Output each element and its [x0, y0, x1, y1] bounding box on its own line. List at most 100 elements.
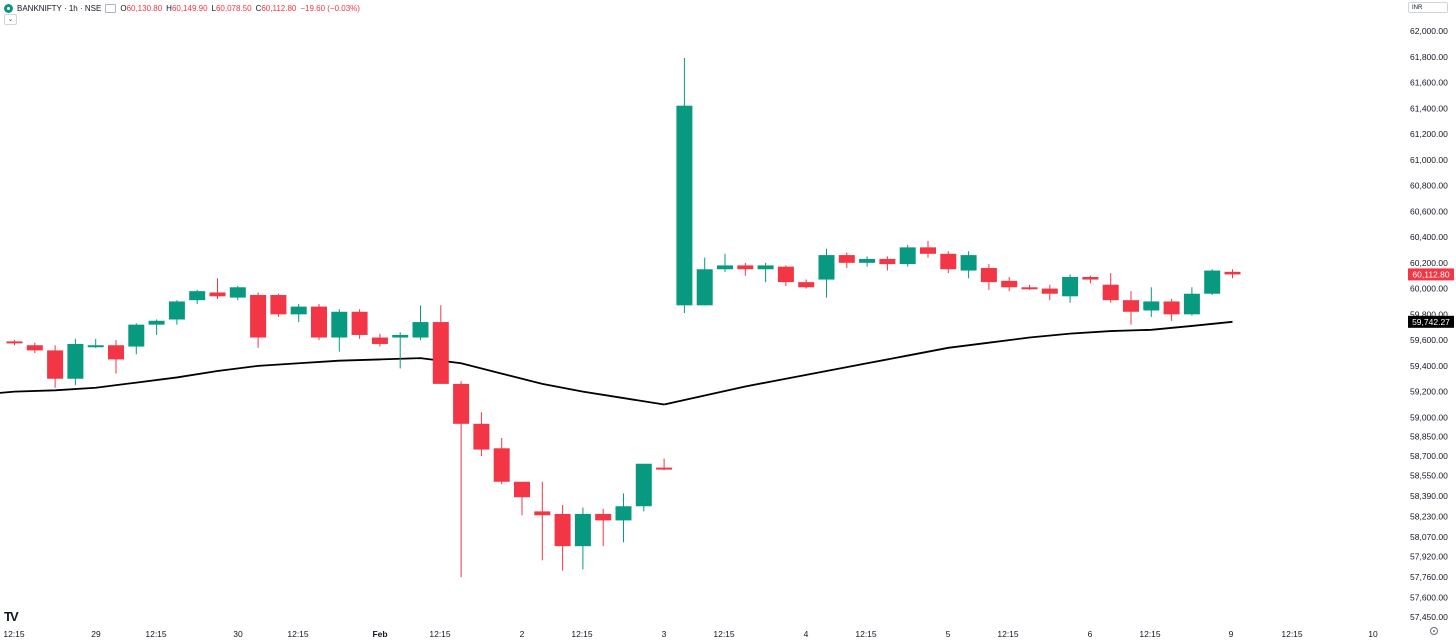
symbol-logo-icon: [4, 3, 13, 13]
time-tick-label: 12:15: [145, 629, 167, 639]
candle: [757, 262, 774, 283]
moving-average-layer: [0, 320, 1233, 406]
chart-style-icon[interactable]: [105, 3, 117, 13]
candle-body: [574, 513, 591, 547]
candle: [574, 507, 591, 570]
symbol-legend: BANKNIFTY · 1h · NSE O 60,130.80 H 60,14…: [4, 2, 360, 14]
price-tick-label: 58,230.00: [1410, 512, 1448, 522]
settings-icon[interactable]: [1430, 627, 1438, 635]
price-tick-label: 61,400.00: [1410, 103, 1448, 113]
candle: [818, 248, 835, 298]
currency-button[interactable]: INR: [1408, 2, 1448, 13]
candle-body: [1062, 276, 1079, 297]
time-tick-label: 9: [1229, 629, 1234, 639]
price-tick-label: 60,800.00: [1410, 181, 1448, 191]
candle: [412, 305, 429, 341]
price-tick-label: 60,000.00: [1410, 284, 1448, 294]
price-tick-label: 57,600.00: [1410, 593, 1448, 603]
candle-body: [534, 511, 551, 516]
price-tick-label: 61,200.00: [1410, 129, 1448, 139]
candle-body: [859, 258, 876, 263]
price-tick-label: 58,070.00: [1410, 532, 1448, 542]
time-tick-label: 12:15: [571, 629, 593, 639]
candle-body: [615, 506, 632, 521]
candle: [67, 338, 84, 386]
time-tick-label: 12:15: [1281, 629, 1303, 639]
candle: [615, 493, 632, 543]
tradingview-logo[interactable]: TV: [4, 609, 19, 624]
time-tick-label: 4: [804, 629, 809, 639]
open-value: 60,130.80: [126, 3, 163, 13]
candle: [899, 244, 916, 267]
candle: [696, 257, 713, 306]
candle-body: [1123, 300, 1139, 312]
candle: [514, 481, 530, 516]
candle-body: [1001, 280, 1018, 288]
candle: [635, 463, 652, 512]
candle: [1163, 298, 1180, 321]
price-tick-label: 59,400.00: [1410, 361, 1448, 371]
change-value: −19.60 (−0.03%): [300, 3, 360, 13]
price-tick-label: 58,550.00: [1410, 470, 1448, 480]
low-label: L: [211, 3, 216, 13]
candle-body: [473, 423, 490, 450]
candle: [1082, 275, 1099, 284]
candle: [859, 256, 876, 267]
collapse-legend-button[interactable]: ⌄: [4, 14, 17, 25]
candle-body: [635, 463, 652, 507]
candle-body: [148, 320, 165, 325]
candle-body: [960, 255, 977, 271]
close-value: 60,112.80: [261, 3, 297, 13]
time-tick-label: 12:15: [997, 629, 1019, 639]
price-tick-label: 59,000.00: [1410, 412, 1448, 422]
candle: [920, 240, 936, 258]
candle: [838, 252, 855, 268]
candle-body: [67, 343, 84, 379]
candles-layer: [6, 58, 1241, 578]
symbol-title[interactable]: BANKNIFTY · 1h · NSE: [17, 3, 102, 13]
candle: [290, 304, 307, 323]
time-tick-label: 12:15: [855, 629, 877, 639]
candle: [554, 504, 571, 571]
candle-body: [554, 513, 571, 547]
candle: [980, 264, 997, 290]
ma-value-label: 59,742.27: [1412, 317, 1450, 327]
price-tick-label: 60,200.00: [1410, 258, 1448, 268]
candle-body: [392, 334, 409, 338]
candle-body: [311, 306, 327, 338]
price-tick-label: 61,600.00: [1410, 78, 1448, 88]
candle-body: [229, 287, 246, 298]
candle: [798, 279, 815, 289]
time-tick-label: 10: [1368, 629, 1378, 639]
candle-body: [717, 265, 733, 270]
candle: [493, 437, 510, 485]
candle: [473, 412, 490, 457]
candle-body: [798, 282, 815, 288]
price-tick-label: 62,000.00: [1410, 26, 1448, 36]
low-value: 60,078.50: [215, 3, 252, 13]
candle: [676, 58, 693, 314]
time-axis[interactable]: 12:15 29 12:15 30 12:15 Feb 12:15 2 12:15 3 12:15 4…: [3, 629, 1378, 639]
price-tick-label: 59,200.00: [1410, 387, 1448, 397]
candle-body: [656, 467, 673, 470]
close-label: C: [255, 3, 262, 13]
price-tick-label: 59,800.00: [1410, 309, 1448, 319]
candle-body: [1163, 301, 1180, 315]
moving-average-line: [0, 390, 15, 394]
candle-body: [595, 513, 612, 521]
candle: [189, 289, 206, 305]
candle: [453, 381, 470, 578]
candle: [1183, 287, 1200, 316]
candle: [270, 293, 287, 317]
high-value: 60,149.90: [171, 3, 208, 13]
candle: [1001, 276, 1018, 292]
candle: [47, 345, 64, 388]
candle-body: [1204, 270, 1221, 294]
price-tick-label: 61,000.00: [1410, 155, 1448, 165]
time-tick-label: 12:15: [287, 629, 309, 639]
candle-body: [676, 105, 693, 306]
candle-body: [412, 322, 429, 338]
candle-body: [1143, 301, 1160, 311]
price-axis[interactable]: 62,000.00 61,800.00 61,600.00 61,400.00 61,2…: [1410, 26, 1448, 622]
last-price-label: 60,112.80: [1412, 269, 1449, 279]
